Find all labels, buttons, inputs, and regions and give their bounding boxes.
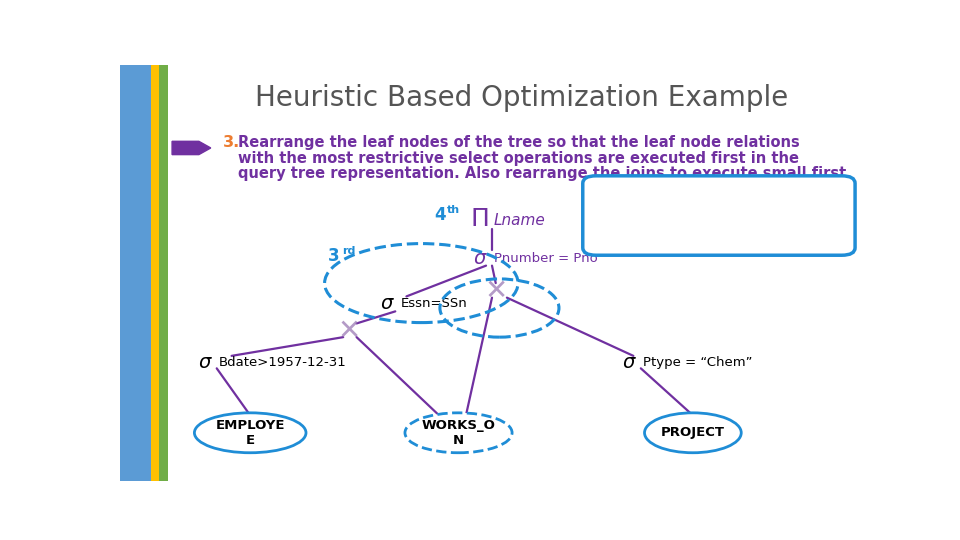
Bar [152,65,159,481]
Text: $\Pi$: $\Pi$ [469,207,489,231]
Text: rd: rd [342,246,355,256]
Text: with the most restrictive select operations are executed first in the: with the most restrictive select operati… [237,151,799,166]
Ellipse shape [405,413,512,453]
Text: Ptype = “Chem”: Ptype = “Chem” [643,356,753,369]
Text: $\sigma$: $\sigma$ [622,353,637,372]
Text: Shuffling the joins: Shuffling the joins [608,191,793,209]
Text: ✕: ✕ [338,317,361,345]
Text: th: th [447,205,461,215]
Text: EMPLOYE
E: EMPLOYE E [215,419,285,447]
Ellipse shape [194,413,306,453]
FancyBboxPatch shape [583,176,855,255]
Text: 4: 4 [434,206,445,224]
Text: 3.: 3. [223,136,240,151]
Text: Rearrange the leaf nodes of the tree so that the leaf node relations: Rearrange the leaf nodes of the tree so … [237,136,800,151]
Bar [120,65,152,481]
Text: query tree representation. Also rearrange the joins to execute small first: query tree representation. Also rearrang… [237,166,846,181]
Text: $\sigma$: $\sigma$ [198,353,213,372]
Text: conditions: conditions [608,218,712,236]
Text: Bdate>1957-12-31: Bdate>1957-12-31 [219,356,347,369]
Text: PROJECT: PROJECT [660,426,725,439]
Text: ✕: ✕ [484,278,507,306]
Text: Lname: Lname [493,213,545,228]
Ellipse shape [644,413,741,453]
Text: Heuristic Based Optimization Example: Heuristic Based Optimization Example [255,84,788,112]
Text: 3: 3 [328,247,340,265]
Text: $\sigma$: $\sigma$ [380,294,396,313]
Text: $\sigma$: $\sigma$ [473,248,489,268]
Text: Pnumber = Pno: Pnumber = Pno [494,252,598,265]
Bar [159,65,168,481]
Text: WORKS_O
N: WORKS_O N [421,419,495,447]
FancyArrow shape [172,141,211,154]
Text: Essn=SSn: Essn=SSn [401,298,468,310]
